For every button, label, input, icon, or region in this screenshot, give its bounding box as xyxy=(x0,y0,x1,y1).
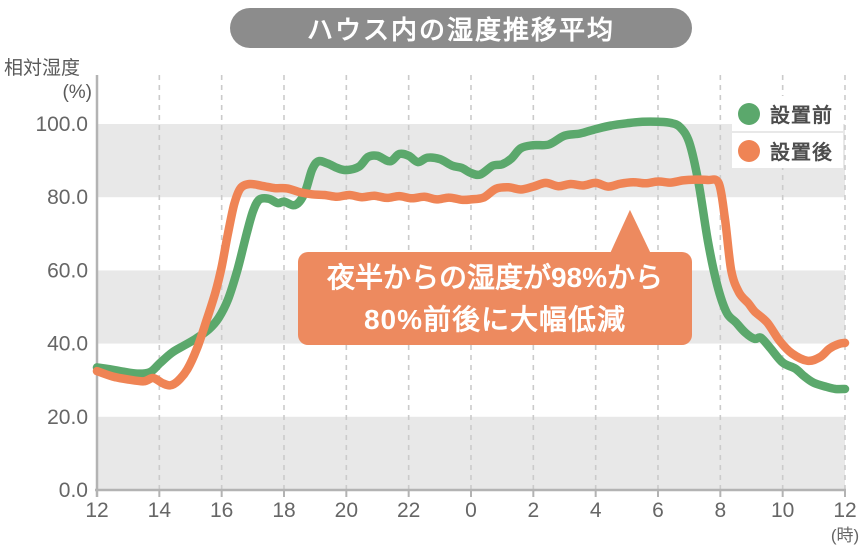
y-tick-label: 60.0 xyxy=(47,259,88,282)
x-tick-label: 18 xyxy=(272,499,295,522)
annotation-line2: 80%前後に大幅低減 xyxy=(363,303,627,335)
series-line-before xyxy=(92,117,850,394)
x-axis-unit: (時) xyxy=(831,526,859,545)
y-tick-label: 80.0 xyxy=(47,186,88,209)
x-tick-label: 2 xyxy=(527,499,539,522)
legend-item-after: 設置後 xyxy=(732,133,843,168)
x-tick-label: 22 xyxy=(397,499,420,522)
annotation-pointer-icon xyxy=(607,209,653,258)
x-tick-label: 16 xyxy=(210,499,233,522)
x-tick-label: 20 xyxy=(335,499,358,522)
legend-label-before: 設置前 xyxy=(770,105,833,127)
legend-dot-after-icon xyxy=(738,139,760,162)
legend-label-after: 設置後 xyxy=(770,142,833,164)
y-tick-label: 0.0 xyxy=(59,479,88,502)
annotation-line1: 夜半からの湿度が98%から xyxy=(326,261,664,293)
y-tick-label: 100.0 xyxy=(35,113,88,136)
x-tick-label: 10 xyxy=(771,499,794,522)
y-axis-unit: (%) xyxy=(62,82,92,103)
series-line-after xyxy=(92,175,850,390)
y-tick-label: 40.0 xyxy=(47,333,88,356)
x-tick-label: 12 xyxy=(85,499,108,522)
y-axis-title: 相対湿度 xyxy=(4,58,81,79)
annotation-callout: 夜半からの湿度が98%から 80%前後に大幅低減 xyxy=(298,252,692,345)
legend-dot-before-icon xyxy=(738,102,760,125)
x-tick-label: 6 xyxy=(652,499,664,522)
legend-item-before: 設置前 xyxy=(732,96,843,131)
x-tick-label: 8 xyxy=(714,499,726,522)
x-tick-label: 14 xyxy=(148,499,172,522)
chart-title-pill: ハウス内の湿度推移平均 xyxy=(230,8,692,48)
chart-title: ハウス内の湿度推移平均 xyxy=(306,14,615,45)
x-tick-label: 0 xyxy=(465,499,477,522)
legend: 設置前 設置後 xyxy=(732,96,843,168)
y-tick-label: 20.0 xyxy=(47,406,88,429)
x-tick-label: 12 xyxy=(833,499,856,522)
x-tick-label: 4 xyxy=(590,499,602,522)
